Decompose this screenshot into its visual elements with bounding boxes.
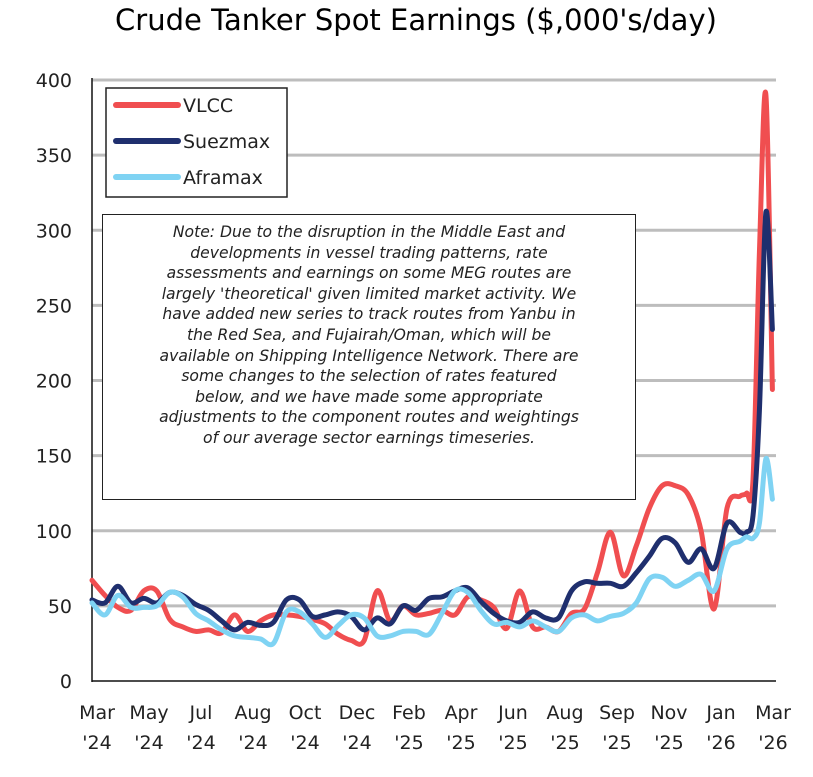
note-line: Note: Due to the disruption in the Middl… bbox=[172, 223, 566, 241]
series-line-vlcc bbox=[89, 89, 775, 647]
y-tick-label: 50 bbox=[48, 596, 72, 618]
y-tick-labels: 0 50 100 150 200 250 300 350 400 bbox=[36, 70, 72, 693]
x-tick-label-month: Aug bbox=[546, 702, 583, 724]
x-tick-label-month: Sep bbox=[599, 702, 635, 724]
y-tick-label: 250 bbox=[36, 295, 72, 317]
x-tick-labels: Mar '24 May '24 Jul '24 Aug '24 Oct '24 Dec '24 Feb '… bbox=[79, 702, 791, 754]
x-tick-label-month: Jun bbox=[497, 702, 528, 724]
x-tick-label-month: Mar bbox=[79, 702, 115, 724]
x-tick-label-year: '25 bbox=[446, 732, 475, 754]
x-tick-label-year: '24 bbox=[82, 732, 111, 754]
x-tick-label-year: '25 bbox=[550, 732, 579, 754]
legend-label-vlcc: VLCC bbox=[183, 95, 233, 117]
x-tick-label-year: '24 bbox=[290, 732, 319, 754]
legend-label-suezmax: Suezmax bbox=[183, 131, 270, 153]
note-line: the Red Sea, and Fujairah/Oman, which wi… bbox=[186, 325, 552, 344]
note-line: available on Shipping Intelligence Netwo… bbox=[159, 346, 579, 365]
x-tick-label-month: May bbox=[129, 702, 168, 724]
note-line: of our average sector earnings timeserie… bbox=[203, 428, 535, 447]
x-tick-label-year: '26 bbox=[758, 732, 787, 754]
note-line: assessments and earnings on some MEG rou… bbox=[166, 264, 572, 283]
x-tick-label-year: '26 bbox=[706, 732, 735, 754]
x-tick-label-year: '24 bbox=[238, 732, 267, 754]
note-line: developments in vessel trading patterns,… bbox=[190, 243, 548, 262]
series-line-aframax bbox=[89, 456, 775, 648]
note-line: below, and we have made some appropriate bbox=[195, 387, 543, 406]
y-tick-label: 400 bbox=[36, 70, 72, 92]
x-tick-label-year: '25 bbox=[498, 732, 527, 754]
note-line: have added new series to track routes fr… bbox=[162, 305, 576, 324]
annotation-note: Note: Due to the disruption in the Middl… bbox=[102, 214, 636, 500]
chart-title: Crude Tanker Spot Earnings ($,000's/day) bbox=[115, 3, 717, 37]
legend: VLCC Suezmax Aframax bbox=[105, 87, 288, 198]
x-tick-label-month: Mar bbox=[755, 702, 791, 724]
x-tick-label-month: Jan bbox=[705, 702, 735, 724]
x-tick-label-month: Aug bbox=[234, 702, 271, 724]
x-tick-label-year: '24 bbox=[134, 732, 163, 754]
y-tick-label: 200 bbox=[36, 371, 72, 393]
y-tick-label: 150 bbox=[36, 446, 72, 468]
x-tick-label-month: Jul bbox=[189, 702, 213, 724]
y-tick-label: 100 bbox=[36, 521, 72, 543]
series-lines bbox=[89, 89, 775, 648]
x-tick-label-year: '25 bbox=[394, 732, 423, 754]
x-tick-label-month: Apr bbox=[445, 702, 478, 724]
note-line: some changes to the selection of rates f… bbox=[181, 367, 557, 386]
x-tick-label-month: Feb bbox=[392, 702, 426, 724]
note-line: adjustments to the component routes and … bbox=[159, 408, 579, 427]
x-tick-label-year: '25 bbox=[602, 732, 631, 754]
x-tick-label-month: Nov bbox=[650, 702, 687, 724]
legend-label-aframax: Aframax bbox=[183, 167, 263, 189]
y-tick-label: 300 bbox=[36, 220, 72, 242]
note-line: largely 'theoretical' given limited mark… bbox=[161, 284, 577, 303]
x-tick-label-month: Oct bbox=[289, 702, 322, 724]
y-tick-label: 0 bbox=[60, 671, 72, 693]
x-tick-label-year: '25 bbox=[654, 732, 683, 754]
x-tick-label-year: '24 bbox=[186, 732, 215, 754]
x-tick-label-month: Dec bbox=[339, 702, 376, 724]
x-tick-label-year: '24 bbox=[342, 732, 371, 754]
y-tick-label: 350 bbox=[36, 145, 72, 167]
